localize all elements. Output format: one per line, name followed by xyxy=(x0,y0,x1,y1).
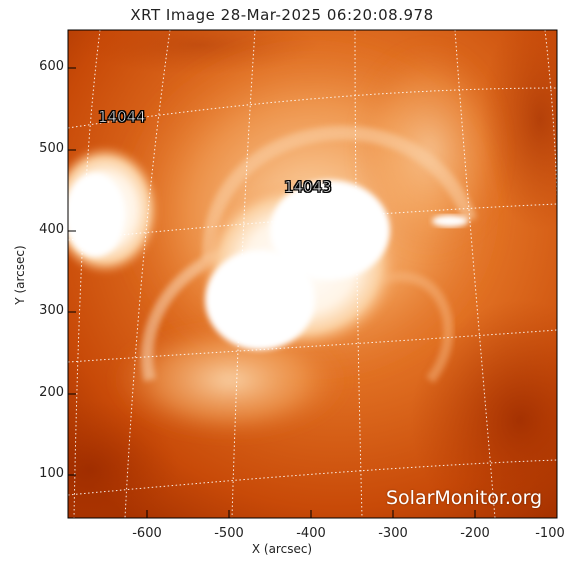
plot-frame xyxy=(67,29,558,519)
y-axis-label: Y (arcsec) xyxy=(13,245,27,305)
y-tick-label: 600 xyxy=(39,59,64,74)
axis-ticks xyxy=(68,67,558,518)
x-tick-label: -600 xyxy=(132,526,162,541)
x-tick-label: -100 xyxy=(535,526,564,541)
y-tick-label: 500 xyxy=(39,141,64,156)
y-tick-label: 400 xyxy=(39,222,64,237)
x-tick-label: -400 xyxy=(296,526,326,541)
x-tick-label: -500 xyxy=(214,526,244,541)
x-tick-label: -300 xyxy=(378,526,408,541)
x-axis-label: X (arcsec) xyxy=(251,542,313,556)
active-region-label-14044: 14044 xyxy=(98,108,146,127)
y-tick-label: 200 xyxy=(39,385,64,400)
image-title: XRT Image 28-Mar-2025 06:20:08.978 xyxy=(130,6,434,24)
active-region-label-14043: 14043 xyxy=(284,178,332,197)
watermark-text: SolarMonitor.org xyxy=(386,487,543,509)
y-tick-label: 300 xyxy=(39,303,64,318)
coordinate-grid xyxy=(68,30,557,518)
x-tick-label: -200 xyxy=(460,526,490,541)
y-tick-label: 100 xyxy=(39,466,64,481)
xray-image xyxy=(68,30,557,518)
